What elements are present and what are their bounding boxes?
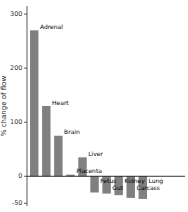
- category-label: Gut: [112, 184, 123, 191]
- category-label: Liver: [88, 150, 103, 157]
- y-tick: [24, 14, 27, 15]
- y-tick: [24, 122, 27, 123]
- category-label: Fetus: [100, 177, 116, 184]
- category-labels: AdrenalHeartBrainPlacentaLiverFetusGutKi…: [40, 23, 163, 191]
- y-axis: -50 0 100 200 300: [10, 6, 27, 207]
- bar: [90, 176, 98, 192]
- chart: -50 0 100 200 300 % change of flow Adrenal Hear…: [0, 0, 188, 212]
- y-axis-label: % change of flow: [0, 76, 8, 137]
- y-tick: [24, 176, 27, 177]
- y-tick-label: -50: [12, 199, 23, 207]
- bars: [30, 30, 147, 199]
- y-tick-label: 200: [10, 64, 22, 72]
- y-tick-label: 100: [10, 118, 22, 126]
- category-label: Placenta: [76, 167, 102, 174]
- y-tick: [24, 68, 27, 69]
- category-label: Heart: [52, 99, 69, 106]
- category-label: Brain: [64, 128, 80, 135]
- y-tick-label: 0: [18, 172, 22, 180]
- bar: [42, 106, 50, 176]
- bar: [30, 30, 38, 176]
- y-tick-label: 300: [10, 10, 22, 18]
- category-label: Carcass: [136, 184, 159, 191]
- bar: [54, 136, 62, 177]
- category-label: Adrenal: [40, 23, 63, 30]
- y-tick: [24, 203, 27, 204]
- category-label: Lung: [149, 177, 164, 185]
